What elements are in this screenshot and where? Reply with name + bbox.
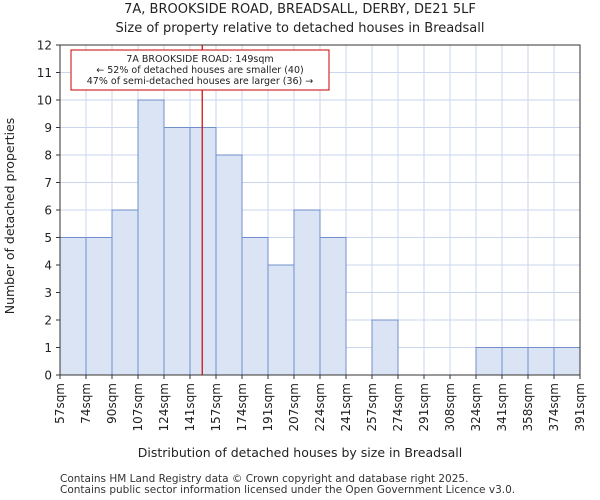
x-tick-label: 324sqm: [469, 383, 483, 431]
y-tick-label: 0: [44, 369, 52, 383]
x-tick-label: 374sqm: [547, 383, 561, 431]
y-tick-label: 6: [44, 204, 52, 218]
plot-frame: [59, 44, 581, 376]
x-tick-label: 257sqm: [365, 383, 379, 431]
x-tick-label: 207sqm: [287, 383, 301, 431]
bars: [59, 99, 581, 376]
bar: [59, 237, 87, 376]
x-tick-label: 308sqm: [443, 383, 457, 431]
x-axis-label: Distribution of detached houses by size …: [138, 445, 462, 460]
y-tick-label: 9: [44, 121, 52, 135]
bar: [553, 347, 581, 376]
x-axis-ticks: 57sqm 74sqm 90sqm 107sqm 124sqm 141sqm 157sqm 1…: [53, 375, 587, 431]
x-tick-label: 191sqm: [261, 383, 275, 431]
bar: [475, 347, 503, 376]
chart-subtitle: Size of property relative to detached ho…: [115, 21, 485, 36]
y-tick-label: 10: [37, 94, 52, 108]
y-tick-label: 11: [37, 66, 52, 80]
x-tick-label: 141sqm: [183, 383, 197, 431]
x-tick-label: 107sqm: [131, 383, 145, 431]
y-tick-label: 5: [44, 231, 52, 245]
annotation-line-2: ← 52% of detached houses are smaller (40…: [96, 65, 303, 76]
bar: [293, 209, 321, 376]
bar: [85, 237, 113, 376]
x-tick-label: 224sqm: [313, 383, 327, 431]
x-tick-label: 74sqm: [79, 383, 93, 424]
bar: [527, 347, 555, 376]
bar: [319, 237, 347, 376]
y-tick-label: 12: [37, 39, 52, 53]
bar: [371, 319, 399, 376]
x-tick-label: 391sqm: [573, 383, 587, 431]
y-axis-label: Number of detached properties: [2, 118, 17, 315]
x-tick-label: 274sqm: [391, 383, 405, 431]
bar: [501, 347, 529, 376]
y-tick-label: 1: [44, 341, 52, 355]
x-tick-label: 90sqm: [105, 383, 119, 424]
annotation-line-3: 47% of semi-detached houses are larger (…: [87, 76, 314, 87]
y-tick-label: 4: [44, 259, 52, 273]
bar: [163, 127, 191, 376]
bar: [189, 127, 217, 376]
bar: [215, 154, 243, 376]
y-tick-label: 3: [44, 286, 52, 300]
footer-line-1: Contains HM Land Registry data © Crown c…: [60, 473, 469, 485]
x-tick-label: 341sqm: [495, 383, 509, 431]
x-tick-label: 124sqm: [157, 383, 171, 431]
x-tick-label: 241sqm: [339, 383, 353, 431]
bar: [137, 99, 165, 376]
x-tick-label: 174sqm: [235, 383, 249, 431]
bar: [241, 237, 269, 376]
chart-title: 7A, BROOKSIDE ROAD, BREADSALL, DERBY, DE…: [124, 2, 476, 17]
y-tick-label: 7: [44, 176, 52, 190]
y-tick-label: 2: [44, 314, 52, 328]
bar: [267, 264, 295, 376]
annotation-box: 7A BROOKSIDE ROAD: 149sqm ← 52% of detac…: [70, 49, 330, 91]
annotation-line-1: 7A BROOKSIDE ROAD: 149sqm: [126, 54, 273, 65]
x-tick-label: 57sqm: [53, 383, 67, 424]
x-tick-label: 358sqm: [521, 383, 535, 431]
footer-line-2: Contains public sector information licen…: [60, 484, 516, 496]
x-tick-label: 157sqm: [209, 383, 223, 431]
x-tick-label: 291sqm: [417, 383, 431, 431]
bar: [111, 209, 139, 376]
y-tick-label: 8: [44, 149, 52, 163]
